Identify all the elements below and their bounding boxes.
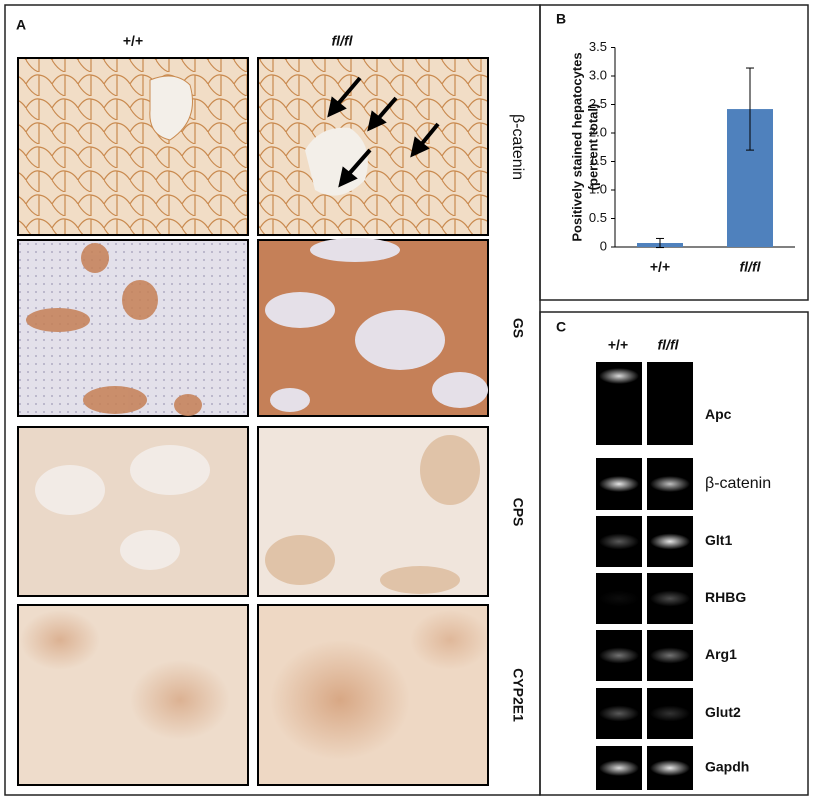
pale-zone	[35, 445, 210, 570]
gel-band	[650, 533, 690, 550]
y-axis-label: Positively stained hepatocytes	[569, 52, 584, 241]
stain	[20, 610, 230, 740]
row-label: GS	[510, 318, 526, 338]
gel-lane	[647, 362, 693, 445]
gene-label: Gapdh	[705, 759, 749, 775]
column-header: +/+	[608, 337, 628, 353]
y-tick-label: 0.5	[589, 210, 607, 225]
panel-frame	[539, 4, 809, 301]
panel-label: A	[16, 17, 26, 33]
gel-band	[599, 368, 639, 384]
gel-band	[599, 533, 639, 550]
column-header: fl/fl	[658, 337, 680, 353]
row-label: β-catenin	[509, 114, 526, 180]
gel-band	[650, 647, 690, 664]
gel-band	[650, 705, 690, 722]
y-tick-label: 2.5	[589, 96, 607, 111]
vessel	[149, 75, 193, 141]
gel-band	[650, 590, 690, 607]
y-tick-label: 3.0	[589, 67, 607, 82]
gel-band	[599, 647, 639, 664]
y-tick-label: 2.0	[589, 124, 607, 139]
gel-band	[599, 760, 639, 776]
gel-band	[650, 760, 690, 776]
x-tick-label: +/+	[650, 259, 670, 275]
gel-band	[599, 705, 639, 722]
gene-label: Glt1	[705, 532, 732, 548]
gel-band	[599, 590, 639, 607]
arrows	[327, 76, 440, 188]
y-tick-label: 0	[600, 238, 607, 253]
panel-frame	[539, 311, 809, 796]
panel-b: B Positively stained hepatocytes (percen…	[539, 4, 809, 301]
gene-label: Arg1	[705, 646, 737, 662]
micrograph	[17, 57, 249, 236]
column-header: +/+	[123, 33, 143, 49]
gel-band	[599, 476, 639, 492]
panel-c: C +/+ fl/fl Apc β-catenin Glt1 RHBG Arg1 Glut…	[539, 311, 809, 796]
y-tick-label: 1.5	[589, 153, 607, 168]
gene-label: RHBG	[705, 589, 746, 605]
gene-label: Glut2	[705, 704, 741, 720]
y-axis-label: (percent total)	[585, 104, 600, 191]
x-tick-label: fl/fl	[740, 259, 762, 275]
column-header: fl/fl	[332, 33, 354, 49]
panel-a: A +/+ fl/fl	[4, 4, 541, 796]
stain	[26, 243, 202, 416]
stain	[265, 435, 480, 594]
gene-label: Apc	[705, 406, 732, 422]
error-bar	[746, 67, 754, 151]
panel-label: C	[556, 319, 566, 335]
error-bar	[656, 237, 664, 249]
y-tick-label: 3.5	[589, 39, 607, 54]
gel-band	[650, 476, 690, 492]
unstained	[265, 238, 488, 412]
panel-label: B	[556, 11, 566, 27]
row-label: CYP2E1	[510, 668, 526, 722]
y-tick-label: 1.0	[589, 181, 607, 196]
stain	[270, 610, 490, 760]
row-label: CPS	[510, 498, 526, 527]
gene-label: β-catenin	[705, 475, 771, 492]
micrograph	[257, 57, 489, 236]
